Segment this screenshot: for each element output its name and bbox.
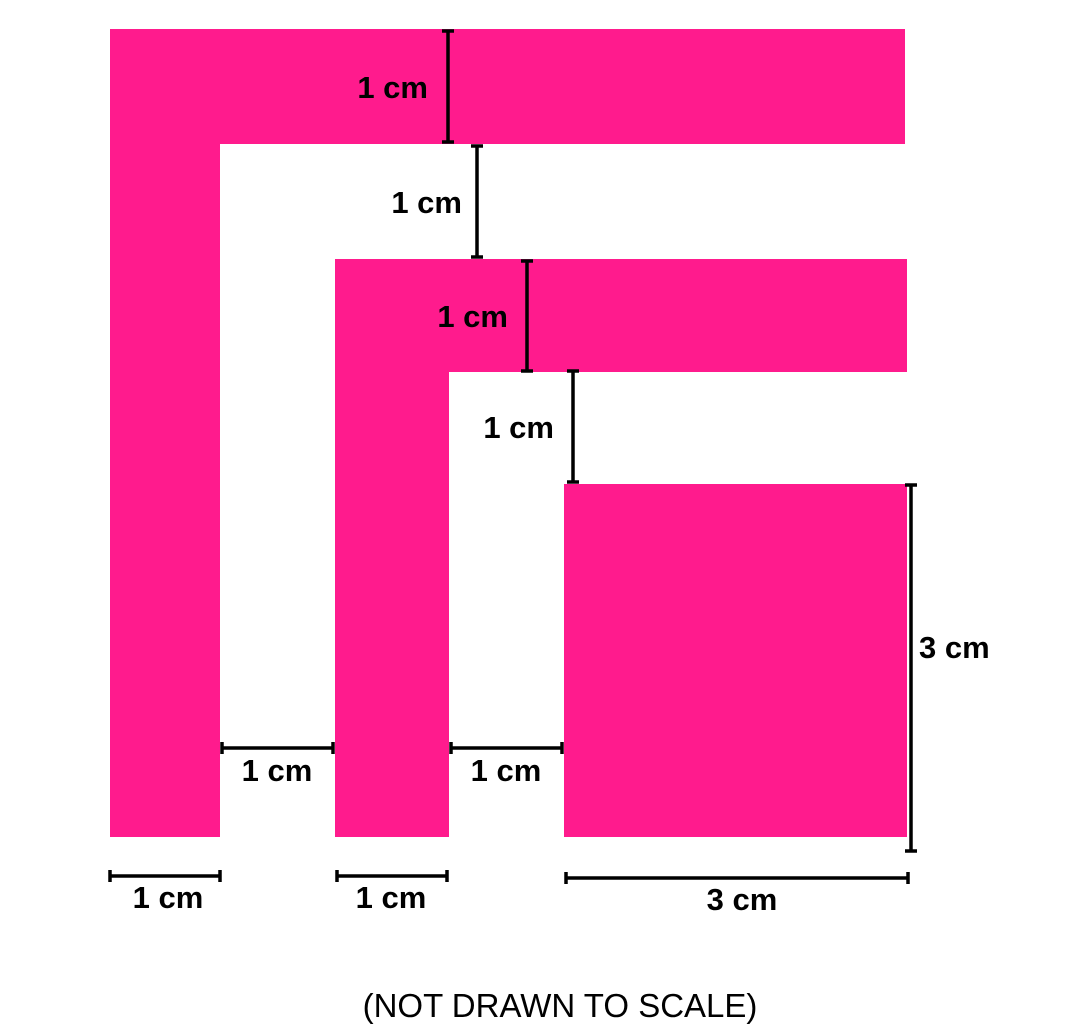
scale-note: (NOT DRAWN TO SCALE) [363, 987, 758, 1024]
dimension-square-width [564, 872, 910, 884]
label-outer-bar-thickness: 1 cm [357, 70, 428, 105]
dimension-middle-leg-width [335, 870, 449, 882]
label-outer-leg-width: 1 cm [133, 880, 204, 915]
label-gap-outer-middle-top: 1 cm [391, 185, 462, 220]
dimension-gap-middle-square-top [567, 369, 579, 484]
dimension-outer-leg-width [108, 870, 222, 882]
dimension-outer-bar-thickness [442, 29, 454, 144]
label-square-width: 3 cm [707, 882, 778, 917]
inner-square [564, 484, 907, 837]
label-square-height: 3 cm [919, 630, 990, 665]
label-middle-bar-thickness: 1 cm [437, 299, 508, 334]
label-gap-middle-square-side: 1 cm [471, 753, 542, 788]
dimension-gap-outer-middle-side [220, 742, 335, 754]
dimension-square-height [905, 483, 917, 853]
dimension-middle-bar-thickness [521, 259, 533, 373]
label-middle-leg-width: 1 cm [356, 880, 427, 915]
middle-l-shape [335, 259, 907, 837]
label-gap-outer-middle-side: 1 cm [242, 753, 313, 788]
dimension-gap-outer-middle-top [471, 144, 483, 259]
dimension-gap-middle-square-side [449, 742, 564, 754]
label-gap-middle-square-top: 1 cm [483, 410, 554, 445]
outer-l-shape [110, 29, 905, 837]
